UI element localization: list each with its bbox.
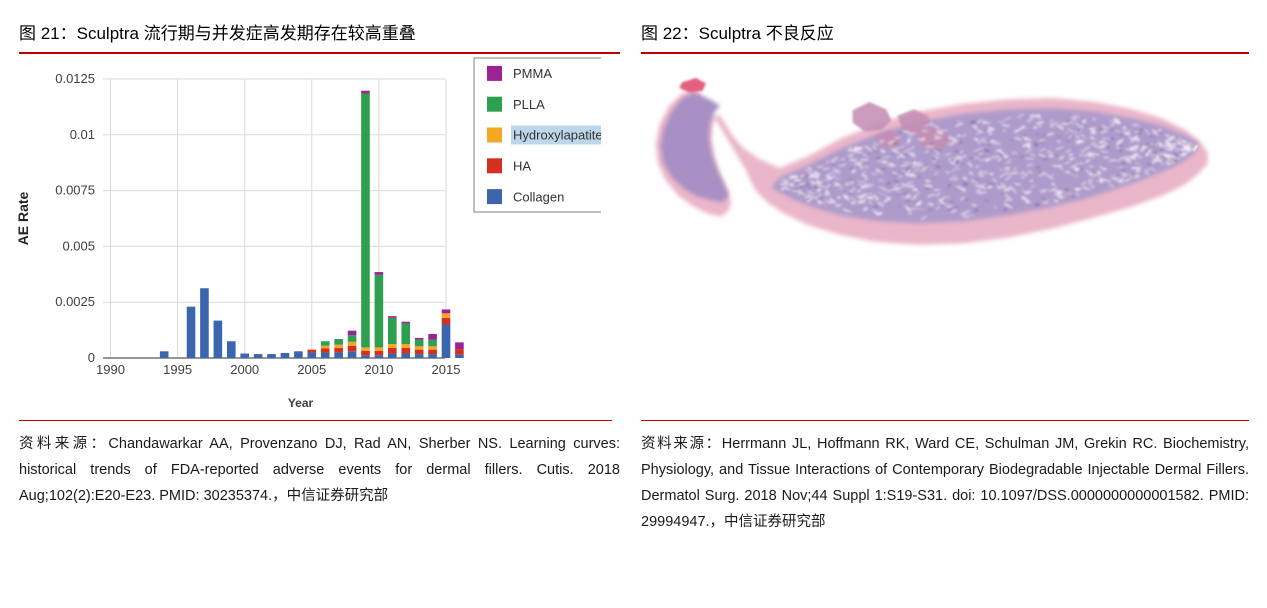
svg-text:0.0125: 0.0125 [55, 71, 95, 86]
svg-text:HA: HA [513, 159, 531, 174]
svg-text:0.0075: 0.0075 [55, 183, 95, 198]
svg-text:AE Rate: AE Rate [15, 191, 31, 245]
svg-text:1995: 1995 [163, 362, 192, 377]
svg-text:2005: 2005 [297, 362, 326, 377]
svg-text:2015: 2015 [432, 362, 461, 377]
svg-text:Hydroxylapatite: Hydroxylapatite [513, 128, 601, 143]
svg-text:PMMA: PMMA [513, 66, 552, 81]
svg-text:0.0025: 0.0025 [55, 294, 95, 309]
svg-text:0: 0 [88, 350, 95, 365]
svg-text:Collagen: Collagen [513, 189, 564, 204]
svg-text:0.005: 0.005 [62, 238, 95, 253]
svg-text:2010: 2010 [364, 362, 393, 377]
svg-text:2000: 2000 [230, 362, 259, 377]
svg-text:PLLA: PLLA [513, 97, 545, 112]
svg-text:0.01: 0.01 [70, 127, 95, 142]
svg-text:1990: 1990 [96, 362, 125, 377]
